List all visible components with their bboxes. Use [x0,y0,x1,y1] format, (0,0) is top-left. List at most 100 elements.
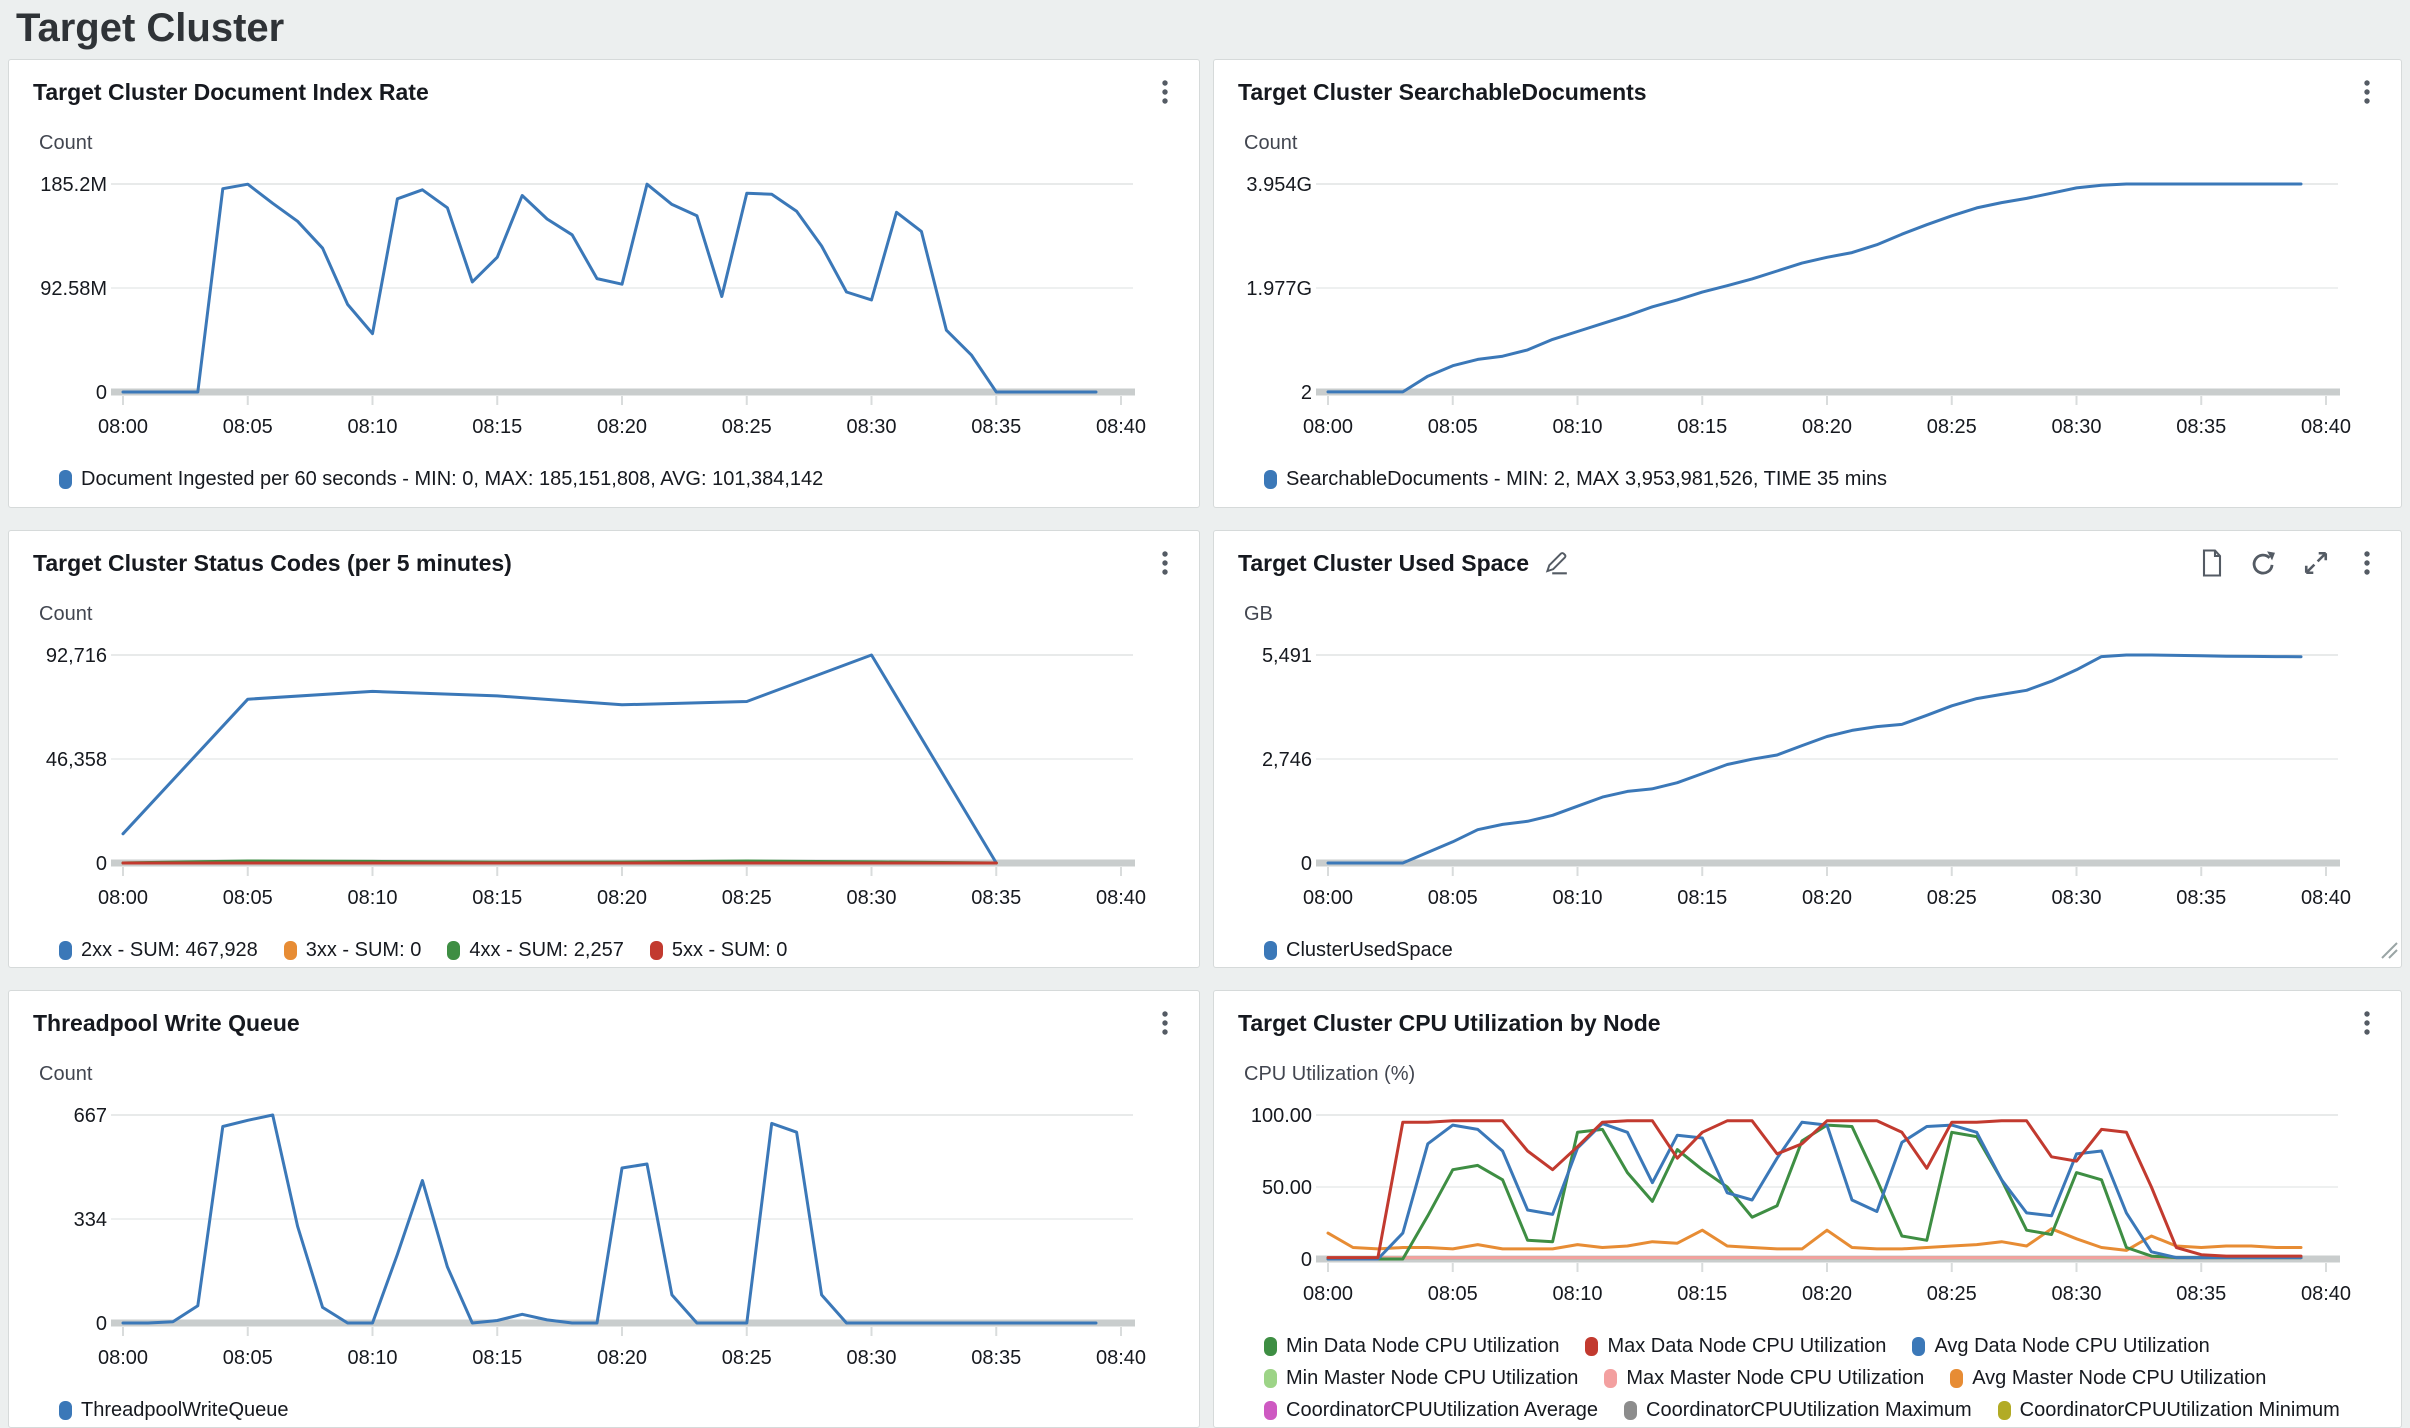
legend-item[interactable]: 5xx - SUM: 0 [649,939,787,962]
svg-text:1.977G: 1.977G [1246,278,1312,300]
svg-text:46,358: 46,358 [46,749,107,771]
svg-text:08:25: 08:25 [1927,887,1977,909]
legend-swatch [1950,1369,1964,1388]
legend-item[interactable]: CoordinatorCPUUtilization Maximum [1624,1399,1972,1422]
expand-icon[interactable] [2303,550,2329,576]
legend-item[interactable]: CoordinatorCPUUtilization Average [1264,1399,1598,1422]
svg-text:100.00: 100.00 [1251,1105,1312,1127]
svg-text:08:20: 08:20 [597,887,647,909]
svg-text:50.00: 50.00 [1262,1177,1312,1199]
svg-text:08:25: 08:25 [722,416,772,438]
svg-text:08:00: 08:00 [1303,887,1353,909]
legend-swatch [649,941,663,960]
kebab-menu-icon[interactable] [2355,1008,2379,1038]
page-title: Target Cluster [16,6,285,50]
svg-text:08:15: 08:15 [1677,1283,1727,1305]
chart-threadpool-write-queue[interactable]: 667 334 0 08:00 08:05 08:10 08:15 08:20 08:25 08:… [23,1093,1183,1393]
panel-title: Target Cluster SearchableDocuments [1238,78,1647,105]
legend-item[interactable]: CoordinatorCPUUtilization Minimum [1997,1399,2340,1422]
legend-label: CoordinatorCPUUtilization Maximum [1646,1399,1972,1421]
svg-text:92.58M: 92.58M [40,278,107,300]
legend-item[interactable]: Min Master Node CPU Utilization [1264,1367,1578,1390]
svg-text:08:10: 08:10 [1552,887,1602,909]
svg-text:08:40: 08:40 [1096,887,1146,909]
kebab-menu-icon[interactable] [1153,1008,1177,1038]
chart-used-space[interactable]: 5,491 2,746 0 08:00 08:05 08:10 08:15 08:20 08:2… [1228,633,2388,933]
legend-label: ThreadpoolWriteQueue [81,1399,289,1421]
legend-label: Max Data Node CPU Utilization [1607,1335,1887,1357]
legend-item[interactable]: 4xx - SUM: 2,257 [447,939,624,962]
svg-text:0: 0 [96,853,107,875]
kebab-menu-icon[interactable] [2355,77,2379,107]
kebab-menu-icon[interactable] [1153,548,1177,578]
panel-title: Threadpool Write Queue [33,1009,300,1036]
legend-label: Avg Data Node CPU Utilization [1934,1335,2210,1357]
refresh-icon[interactable] [2250,550,2277,577]
axis-unit-label: CPU Utilization (%) [1244,1063,1416,1085]
legend-item[interactable]: SearchableDocuments - MIN: 2, MAX 3,953,… [1264,468,1887,491]
legend-item[interactable]: 3xx - SUM: 0 [283,939,422,962]
svg-text:0: 0 [1301,853,1312,875]
legend-label: 4xx - SUM: 2,257 [469,939,624,961]
resize-handle[interactable] [2378,939,2398,964]
svg-text:08:05: 08:05 [223,1347,273,1369]
legend-label: CoordinatorCPUUtilization Minimum [2019,1399,2340,1421]
legend-item[interactable]: ClusterUsedSpace [1264,939,1453,962]
legend-item[interactable]: 2xx - SUM: 467,928 [59,939,258,962]
dashboard-grid: Target Cluster Document Index Rate Count… [0,59,2410,1428]
panel-header: Target Cluster Document Index Rate [9,60,1199,106]
svg-text:08:35: 08:35 [971,416,1021,438]
svg-text:667: 667 [74,1105,107,1127]
legend-swatch [1585,1337,1599,1356]
legend-item[interactable]: Avg Data Node CPU Utilization [1912,1335,2210,1358]
svg-text:08:15: 08:15 [1677,887,1727,909]
chart-legend: 2xx - SUM: 467,928 3xx - SUM: 0 4xx - SUM:… [59,939,1189,962]
legend-item[interactable]: Document Ingested per 60 seconds - MIN: … [59,468,823,491]
svg-text:08:05: 08:05 [1428,1283,1478,1305]
legend-label: ClusterUsedSpace [1286,939,1453,961]
svg-text:2: 2 [1301,382,1312,404]
panel-title: Target Cluster CPU Utilization by Node [1238,1009,1661,1036]
panel-header: Target Cluster Status Codes (per 5 minut… [9,531,1199,577]
svg-text:5,491: 5,491 [1262,645,1312,667]
panel-header: Threadpool Write Queue [9,991,1199,1037]
chart-legend: SearchableDocuments - MIN: 2, MAX 3,953,… [1264,468,2394,491]
chart-document-index-rate[interactable]: 185.2M 92.58M 0 08:00 08:05 08:10 08:15 08:20 08… [23,162,1183,462]
legend-item[interactable]: ThreadpoolWriteQueue [59,1399,289,1422]
legend-swatch [1264,941,1277,960]
legend-swatch [1264,1337,1277,1356]
chart-status-codes[interactable]: 92,716 46,358 0 08:00 08:05 08:10 08:15 08:20 08… [23,633,1183,933]
svg-text:08:20: 08:20 [1802,416,1852,438]
legend-item[interactable]: Avg Master Node CPU Utilization [1950,1367,2266,1390]
legend-item[interactable]: Min Data Node CPU Utilization [1264,1335,1559,1358]
chart-searchable-documents[interactable]: 3.954G 1.977G 2 08:00 08:05 08:10 08:15 08:20 08… [1228,162,2388,462]
panel-title: Target Cluster Document Index Rate [33,78,429,105]
svg-text:08:30: 08:30 [846,416,896,438]
download-report-icon[interactable] [2199,549,2224,577]
legend-label: Max Master Node CPU Utilization [1626,1367,1925,1389]
axis-unit-label: Count [39,603,93,625]
legend-label: 3xx - SUM: 0 [305,939,422,961]
svg-text:08:25: 08:25 [1927,1283,1977,1305]
svg-text:0: 0 [1301,1249,1312,1271]
chart-legend: Min Data Node CPU Utilization Max Data No… [1264,1335,2394,1422]
edit-pencil-icon[interactable] [1543,550,1569,576]
legend-swatch [1264,1401,1277,1420]
panel-title: Target Cluster Status Codes (per 5 minut… [33,549,512,576]
panel-searchable-documents: Target Cluster SearchableDocuments Count… [1213,59,2402,508]
svg-text:08:05: 08:05 [1428,416,1478,438]
kebab-menu-icon[interactable] [1153,77,1177,107]
panel-used-space: Target Cluster Used Space GB 5,491 [1213,530,2402,968]
svg-text:185.2M: 185.2M [40,174,107,196]
legend-item[interactable]: Max Master Node CPU Utilization [1604,1367,1924,1390]
axis-unit-label: Count [39,132,93,154]
kebab-menu-icon[interactable] [2355,548,2379,578]
legend-item[interactable]: Max Data Node CPU Utilization [1585,1335,1886,1358]
svg-text:3.954G: 3.954G [1246,174,1312,196]
legend-swatch [283,941,297,960]
legend-swatch [59,470,72,489]
svg-text:08:40: 08:40 [1096,416,1146,438]
panel-header: Target Cluster SearchableDocuments [1214,60,2401,106]
chart-cpu-utilization[interactable]: 100.00 50.00 0 08:00 08:05 08:10 08:15 08:20 08:… [1228,1093,2388,1329]
svg-text:08:05: 08:05 [223,416,273,438]
